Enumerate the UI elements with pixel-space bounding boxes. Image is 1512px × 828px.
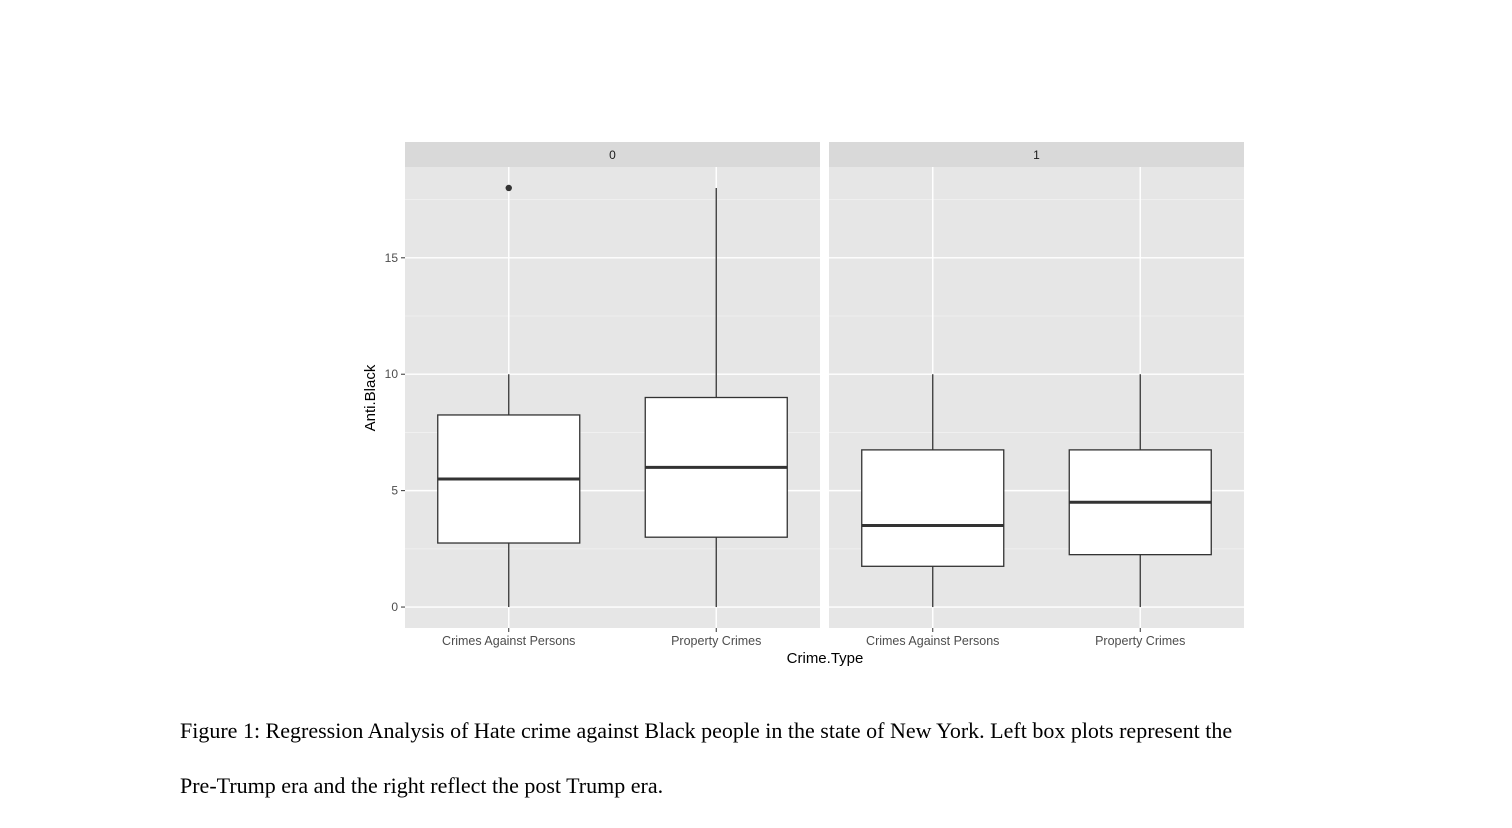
y-tick-label: 5	[391, 484, 398, 498]
facet-panel: 0 Crimes Against Persons Property Crimes	[405, 142, 820, 648]
box-property-crimes	[1068, 374, 1212, 608]
facet-panel: 1 Crimes Against Persons Property Crimes	[829, 142, 1244, 648]
y-tick-label: 10	[385, 367, 399, 381]
x-axis-title: Crime.Type	[787, 650, 864, 667]
facet-strip	[405, 142, 820, 167]
x-tick-label: Crimes Against Persons	[442, 634, 575, 648]
facet-strip-label: 0	[609, 148, 616, 162]
facets: 0 Crimes Against Persons Property Crimes 1 C…	[405, 142, 1244, 648]
figure-caption-line-2: Pre-Trump era and the right reflect the …	[180, 773, 664, 798]
facet-strip	[829, 142, 1244, 167]
y-tick-label: 15	[385, 251, 399, 265]
box-crimes-against-persons	[437, 184, 581, 608]
box-crimes-against-persons	[861, 374, 1005, 608]
box-property-crimes	[644, 187, 788, 608]
x-tick-label: Property Crimes	[671, 634, 761, 648]
boxplot-chart: 0 5 10 15 0 Crimes Against Persons Property C…	[362, 142, 1244, 667]
x-tick-label: Crimes Against Persons	[866, 634, 999, 648]
y-axis-title: Anti.Black	[362, 364, 379, 431]
y-axis: 0 5 10 15	[385, 251, 405, 614]
outlier-point	[505, 184, 512, 192]
x-tick-label: Property Crimes	[1095, 634, 1185, 648]
facet-strip-label: 1	[1033, 148, 1040, 162]
y-tick-label: 0	[391, 600, 398, 614]
box-rect	[861, 449, 1005, 567]
figure-caption-line-1: Figure 1: Regression Analysis of Hate cr…	[180, 718, 1233, 743]
